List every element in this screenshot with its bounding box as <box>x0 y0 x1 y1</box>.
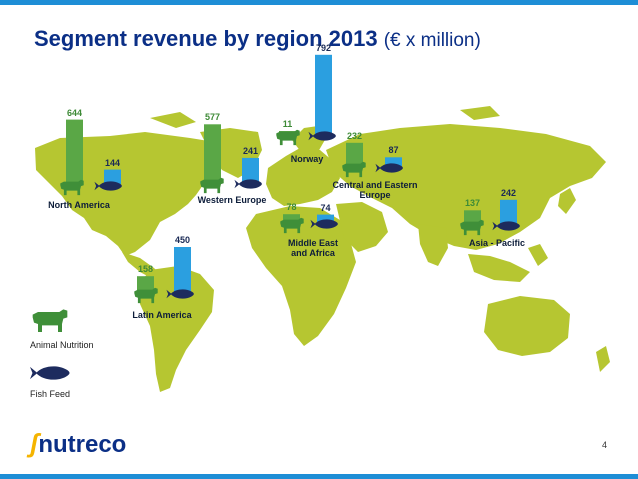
fish-icon-western-europe <box>234 179 262 189</box>
legend-animal-label: Animal Nutrition <box>30 340 94 350</box>
value-label-fish-asia-pacific: 242 <box>500 187 517 198</box>
logo-text: nutreco <box>38 431 127 458</box>
bar-animal-middle-east-and-africa <box>283 214 300 222</box>
value-label-fish-central-and-eastern-europe: 87 <box>388 145 399 156</box>
legend-cow-icon <box>32 309 68 332</box>
bar-animal-western-europe <box>204 124 221 182</box>
title-unit: (€ x million) <box>383 30 481 51</box>
bar-fish-central-and-eastern-europe <box>385 157 402 166</box>
value-label-animal-middle-east-and-africa: 78 <box>286 202 297 213</box>
value-label-animal-latin-america: 158 <box>137 264 154 275</box>
value-label-animal-north-america: 644 <box>66 107 83 118</box>
bar-fish-middle-east-and-africa <box>317 214 334 222</box>
legend-fish-icon <box>30 366 70 380</box>
value-label-fish-north-america: 144 <box>104 157 121 168</box>
bar-animal-central-and-eastern-europe <box>346 142 363 166</box>
region-label-latin-america: Latin America <box>132 310 192 320</box>
bar-animal-asia-pacific <box>464 210 481 224</box>
bar-fish-asia-pacific <box>500 199 517 224</box>
top-accent-bar <box>0 0 638 5</box>
value-label-fish-latin-america: 450 <box>174 235 191 245</box>
value-label-fish-norway: 792 <box>315 42 332 53</box>
bar-fish-latin-america <box>174 247 191 292</box>
region-label-north-america: North America <box>48 200 110 210</box>
page-number: 4 <box>602 440 608 450</box>
title-main: Segment revenue by region 2013 <box>34 26 378 51</box>
value-label-fish-western-europe: 241 <box>242 145 259 156</box>
region-label-western-europe: Western Europe <box>197 195 267 205</box>
value-label-fish-middle-east-and-africa: 74 <box>320 202 331 213</box>
region-label-asia-pacific: Asia - Pacific <box>468 238 526 248</box>
bar-animal-latin-america <box>137 276 154 292</box>
bar-fish-norway <box>315 54 332 134</box>
value-label-animal-norway: 11 <box>282 119 293 129</box>
region-label-middle-east-and-africa: Middle East and Africa <box>287 238 338 258</box>
region-label-central-and-eastern-europe: Central and Eastern Europe <box>332 180 418 200</box>
legend-fish-label: Fish Feed <box>30 389 71 399</box>
bar-animal-north-america <box>66 119 83 184</box>
bottom-accent-bar <box>0 474 638 479</box>
region-label-norway: Norway <box>290 154 324 164</box>
bar-fish-north-america <box>104 169 121 184</box>
bar-fish-western-europe <box>242 157 259 182</box>
nutreco-logo: ʃnutreco <box>30 428 127 458</box>
page-title: Segment revenue by region 2013 (€ x mill… <box>34 26 481 52</box>
cow-icon-western-europe <box>200 177 224 194</box>
value-label-animal-asia-pacific: 137 <box>464 198 481 209</box>
value-label-animal-central-and-eastern-europe: 232 <box>346 130 363 141</box>
value-label-animal-western-europe: 577 <box>204 112 221 123</box>
